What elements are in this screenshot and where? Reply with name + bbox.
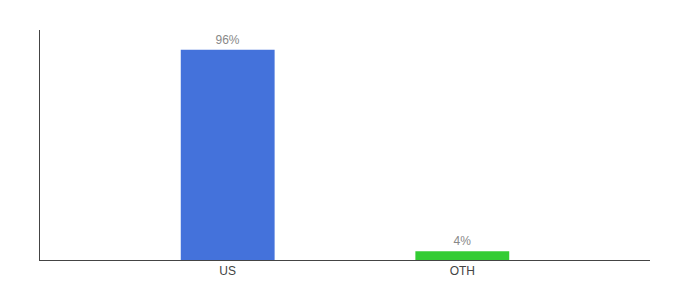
svg-text:96%: 96% [216,33,240,47]
svg-text:US: US [219,264,236,278]
svg-text:OTH: OTH [450,264,475,278]
svg-text:4%: 4% [453,234,471,248]
